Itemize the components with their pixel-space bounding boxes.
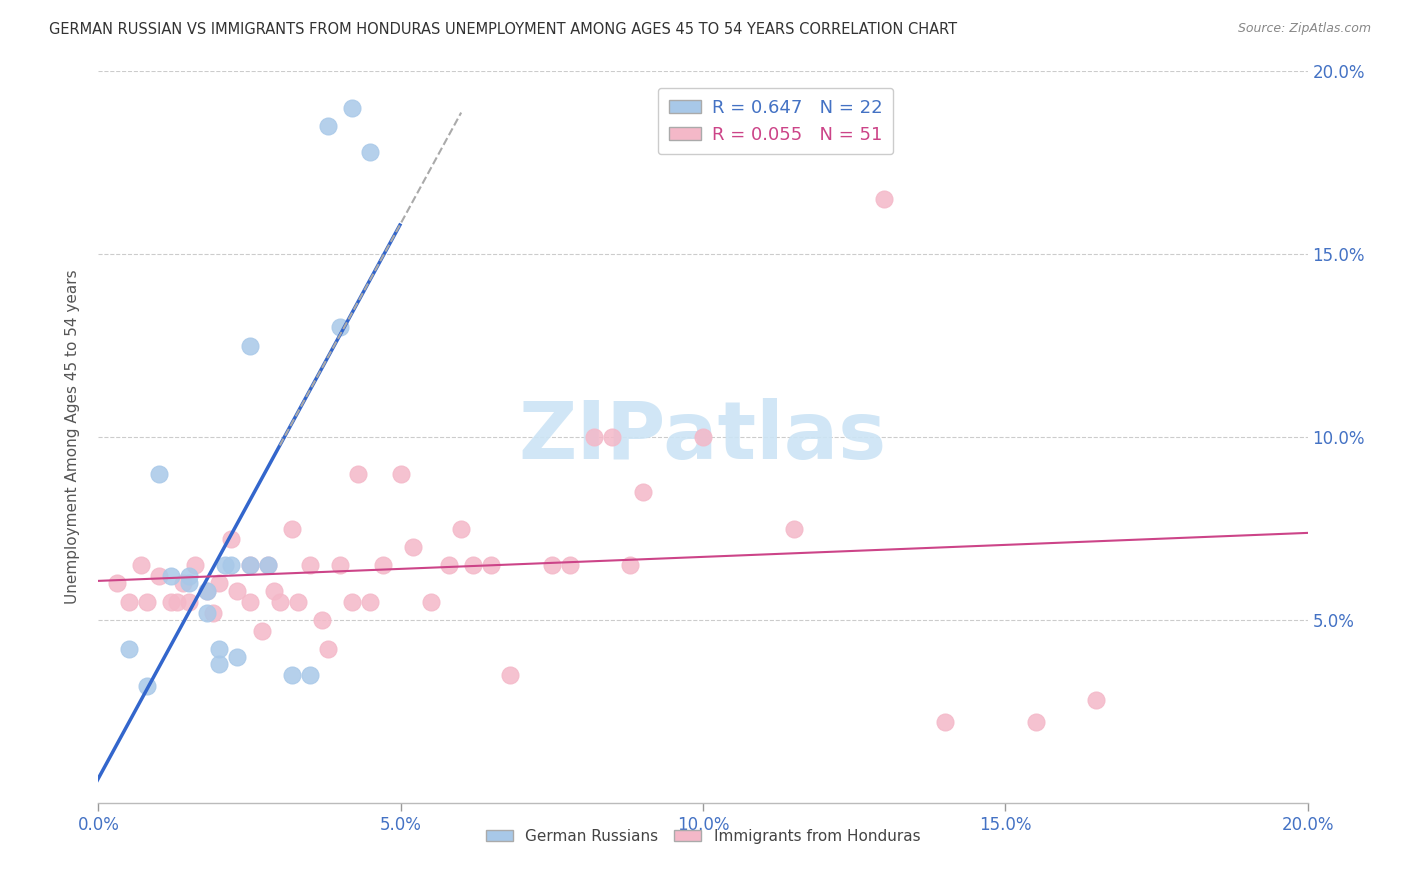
Point bbox=[256, 558, 278, 573]
Point bbox=[250, 624, 273, 638]
Point bbox=[558, 558, 581, 573]
Point bbox=[402, 540, 425, 554]
Point bbox=[389, 467, 412, 481]
Point bbox=[135, 594, 157, 608]
Point bbox=[934, 715, 956, 730]
Point bbox=[281, 667, 304, 681]
Point bbox=[360, 145, 382, 159]
Point bbox=[105, 576, 128, 591]
Point bbox=[329, 558, 352, 573]
Point bbox=[256, 558, 278, 573]
Point bbox=[347, 467, 370, 481]
Point bbox=[239, 558, 262, 573]
Point bbox=[371, 558, 394, 573]
Text: ZIPatlas: ZIPatlas bbox=[519, 398, 887, 476]
Point bbox=[619, 558, 641, 573]
Point bbox=[263, 583, 285, 598]
Point bbox=[481, 558, 503, 573]
Point bbox=[692, 430, 714, 444]
Point bbox=[208, 576, 231, 591]
Point bbox=[1085, 693, 1108, 707]
Point bbox=[214, 558, 236, 573]
Point bbox=[540, 558, 562, 573]
Point bbox=[239, 338, 262, 352]
Point bbox=[316, 120, 339, 134]
Point bbox=[195, 606, 218, 620]
Point bbox=[342, 594, 364, 608]
Point bbox=[160, 594, 183, 608]
Point bbox=[269, 594, 291, 608]
Text: Source: ZipAtlas.com: Source: ZipAtlas.com bbox=[1237, 22, 1371, 36]
Y-axis label: Unemployment Among Ages 45 to 54 years: Unemployment Among Ages 45 to 54 years bbox=[65, 269, 80, 605]
Point bbox=[583, 430, 606, 444]
Point bbox=[226, 649, 249, 664]
Point bbox=[166, 594, 188, 608]
Point bbox=[450, 521, 472, 535]
Point bbox=[226, 583, 249, 598]
Legend: German Russians, Immigrants from Honduras: German Russians, Immigrants from Hondura… bbox=[479, 822, 927, 850]
Point bbox=[202, 606, 225, 620]
Point bbox=[160, 569, 183, 583]
Point bbox=[311, 613, 333, 627]
Point bbox=[172, 576, 194, 591]
Point bbox=[342, 101, 364, 115]
Point bbox=[179, 576, 201, 591]
Point bbox=[208, 642, 231, 657]
Point bbox=[631, 485, 654, 500]
Point bbox=[129, 558, 152, 573]
Point bbox=[195, 583, 218, 598]
Point bbox=[184, 558, 207, 573]
Point bbox=[463, 558, 485, 573]
Point bbox=[602, 430, 624, 444]
Point bbox=[299, 558, 322, 573]
Point bbox=[281, 521, 304, 535]
Point bbox=[148, 467, 170, 481]
Point bbox=[1024, 715, 1046, 730]
Point bbox=[360, 594, 382, 608]
Point bbox=[221, 558, 243, 573]
Point bbox=[135, 679, 157, 693]
Point bbox=[239, 594, 262, 608]
Point bbox=[783, 521, 806, 535]
Text: GERMAN RUSSIAN VS IMMIGRANTS FROM HONDURAS UNEMPLOYMENT AMONG AGES 45 TO 54 YEAR: GERMAN RUSSIAN VS IMMIGRANTS FROM HONDUR… bbox=[49, 22, 957, 37]
Point bbox=[221, 533, 243, 547]
Point bbox=[498, 667, 520, 681]
Point bbox=[195, 583, 218, 598]
Point bbox=[299, 667, 322, 681]
Point bbox=[148, 569, 170, 583]
Point bbox=[287, 594, 309, 608]
Point bbox=[179, 594, 201, 608]
Point bbox=[316, 642, 339, 657]
Point bbox=[873, 192, 896, 206]
Point bbox=[208, 657, 231, 671]
Point bbox=[179, 569, 201, 583]
Point bbox=[118, 594, 141, 608]
Point bbox=[239, 558, 262, 573]
Point bbox=[437, 558, 460, 573]
Point bbox=[118, 642, 141, 657]
Point bbox=[420, 594, 443, 608]
Point bbox=[329, 320, 352, 334]
